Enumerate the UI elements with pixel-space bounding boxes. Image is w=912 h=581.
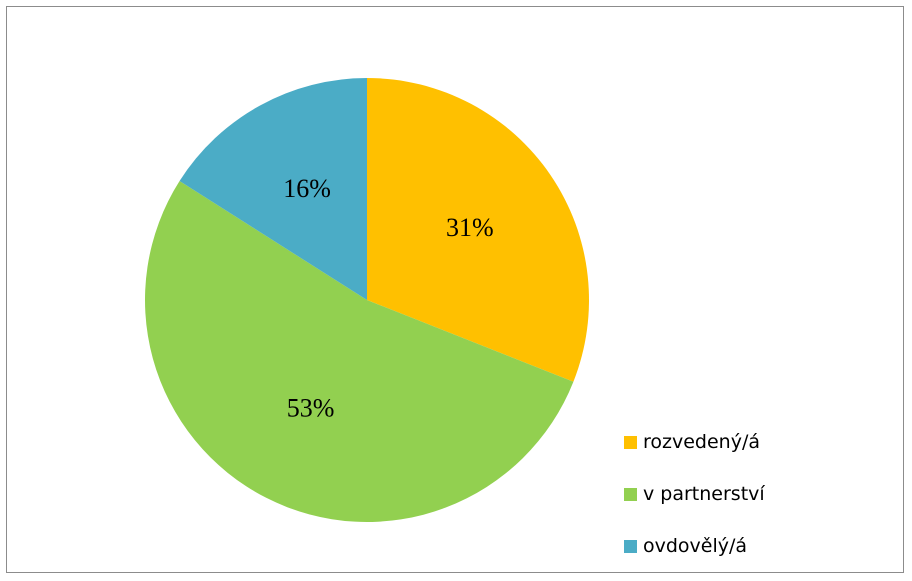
legend-swatch <box>624 539 637 553</box>
data-label-ovdovely: 16% <box>283 174 331 203</box>
legend-label: rozvedený/á <box>643 431 761 453</box>
pie-slice-v-partnerstvi <box>145 181 574 522</box>
pie-slice-rozvedeny <box>367 78 590 382</box>
legend: rozvedený/á v partnerství ovdovělý/á <box>624 416 765 572</box>
legend-item-rozvedeny: rozvedený/á <box>624 416 765 468</box>
legend-item-ovdovely: ovdovělý/á <box>624 520 765 572</box>
data-label-v-partnerstvi: 53% <box>287 394 335 423</box>
legend-label: v partnerství <box>643 483 765 505</box>
data-label-rozvedeny: 31% <box>446 213 494 242</box>
legend-label: ovdovělý/á <box>643 535 748 557</box>
legend-swatch <box>624 435 637 449</box>
legend-swatch <box>624 487 637 501</box>
pie-slice-ovdovely <box>179 78 367 300</box>
legend-item-v-partnerstvi: v partnerství <box>624 468 765 520</box>
